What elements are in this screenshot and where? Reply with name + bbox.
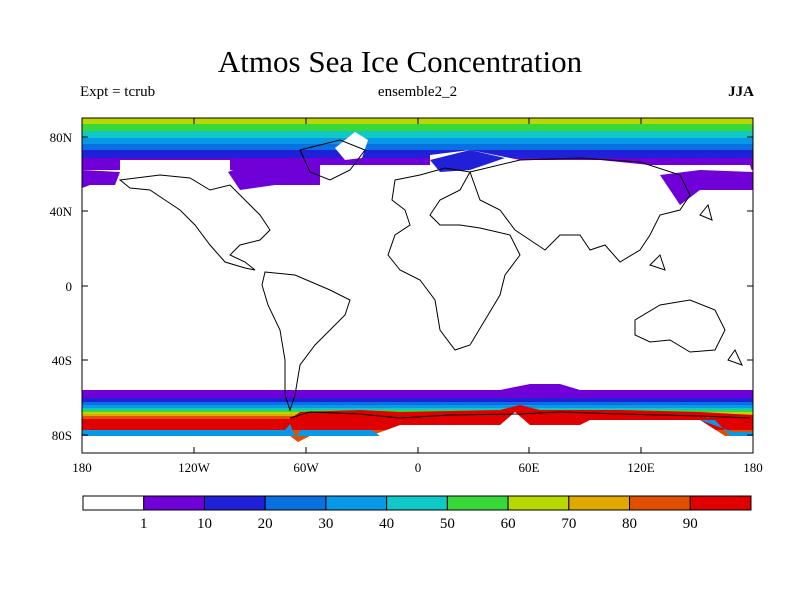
colorbar-swatch	[507, 495, 570, 511]
coastlines	[118, 139, 751, 419]
lat-label-40n: 40N	[50, 204, 73, 219]
season-label: JJA	[728, 84, 754, 100]
colorbar: 1 10 20 30 40 50 60 70 80 90	[82, 495, 752, 532]
lon-label-0: 0	[415, 460, 422, 475]
ensemble-label: ensemble2_2	[377, 84, 458, 100]
experiment-label: Expt = tcrub	[80, 84, 156, 100]
colorbar-label: 70	[561, 516, 576, 532]
colorbar-label: 80	[622, 516, 637, 532]
colorbar-label: 20	[258, 516, 273, 532]
colorbar-label: 10	[197, 516, 212, 532]
colorbar-swatch	[689, 495, 752, 511]
lat-label-80s: 80S	[52, 428, 72, 443]
latitude-labels: 80N 40N 0 40S 80S	[50, 130, 73, 443]
lon-label-60w: 60W	[293, 460, 319, 475]
colorbar-label: 40	[379, 516, 394, 532]
colorbar-swatch	[446, 495, 509, 511]
lat-label-40s: 40S	[52, 353, 72, 368]
lat-label-80n: 80N	[50, 130, 73, 145]
colorbar-swatch	[143, 495, 205, 511]
lon-label-180w: 180	[72, 460, 92, 475]
colorbar-label: 50	[440, 516, 455, 532]
colorbar-swatch	[264, 495, 327, 511]
longitude-labels: 180 120W 60W 0 60E 120E 180	[72, 460, 763, 475]
colorbar-swatch	[629, 495, 691, 511]
colorbar-swatch	[82, 495, 145, 511]
lat-label-0: 0	[66, 279, 73, 294]
colorbar-label: 90	[683, 516, 698, 532]
colorbar-swatch	[325, 495, 388, 511]
antarctic-sea-ice	[82, 384, 753, 453]
colorbar-label: 1	[140, 516, 148, 532]
arctic-sea-ice	[82, 118, 753, 205]
map-plot-area	[82, 118, 753, 453]
lon-label-180e: 180	[743, 460, 763, 475]
lon-label-120w: 120W	[178, 460, 211, 475]
lon-label-120e: 120E	[627, 460, 655, 475]
colorbar-swatch	[203, 495, 266, 511]
colorbar-label: 30	[318, 516, 333, 532]
lon-label-60e: 60E	[519, 460, 540, 475]
colorbar-label: 60	[501, 516, 516, 532]
colorbar-swatch	[386, 495, 448, 511]
colorbar-swatch	[568, 495, 631, 511]
axis-ticks	[82, 118, 753, 453]
map-title: Atmos Sea Ice Concentration	[217, 44, 583, 79]
